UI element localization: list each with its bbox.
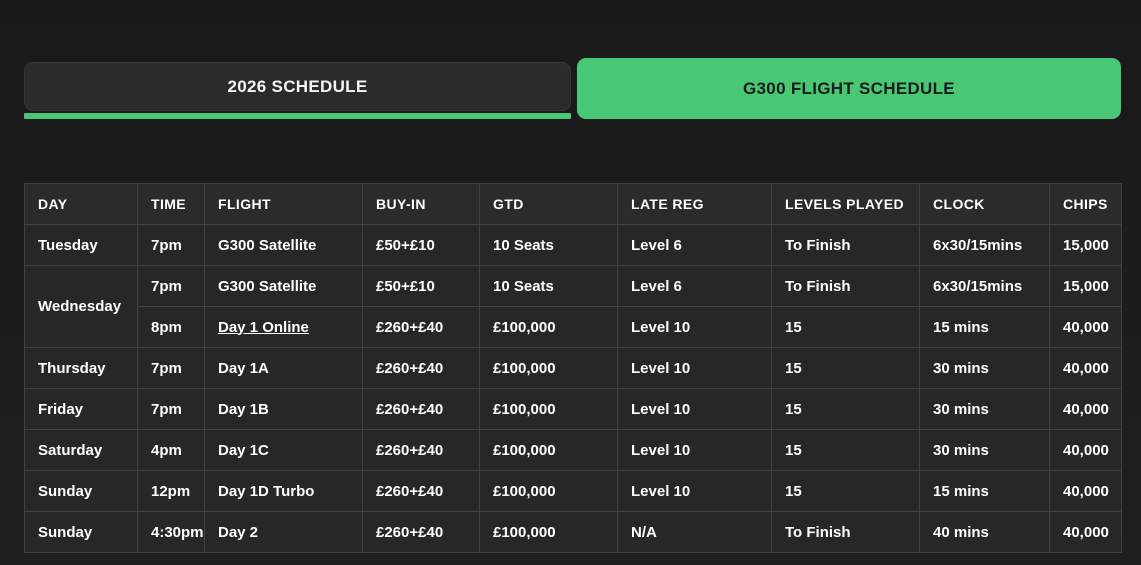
cell-time: 4pm (137, 429, 205, 471)
header-flight: FLIGHT (204, 183, 363, 225)
cell-levels-played: 15 (771, 347, 920, 389)
cell-time: 4:30pm (137, 511, 205, 553)
cell-time: 7pm (137, 224, 205, 266)
cell-levels-played: To Finish (771, 511, 920, 553)
cell-flight: Day 1A (204, 347, 363, 389)
cell-chips: 40,000 (1049, 306, 1122, 348)
cell-clock: 6x30/15mins (919, 265, 1050, 307)
cell-late-reg: Level 10 (617, 388, 772, 430)
cell-flight: Day 2 (204, 511, 363, 553)
cell-flight: Day 1B (204, 388, 363, 430)
cell-late-reg: Level 6 (617, 265, 772, 307)
cell-day: Saturday (24, 429, 138, 471)
cell-clock: 15 mins (919, 470, 1050, 512)
cell-buy-in: £260+£40 (362, 429, 480, 471)
day-1-online-link[interactable]: Day 1 Online (218, 318, 309, 336)
cell-time: 8pm (137, 306, 205, 348)
table-row: Wednesday 7pm G300 Satellite £50+£10 10 … (24, 265, 1122, 348)
cell-clock: 40 mins (919, 511, 1050, 553)
cell-gtd: £100,000 (479, 429, 618, 471)
cell-day: Sunday (24, 470, 138, 512)
cell-late-reg: Level 10 (617, 429, 772, 471)
table-header-row: DAY TIME FLIGHT BUY-IN GTD LATE REG LEVE… (24, 183, 1122, 225)
cell-late-reg: Level 10 (617, 347, 772, 389)
tab-2026-schedule[interactable]: 2026 SCHEDULE (24, 62, 571, 111)
active-tab-underline (24, 113, 571, 119)
cell-flight: G300 Satellite (204, 265, 363, 307)
cell-gtd: £100,000 (479, 388, 618, 430)
cell-day: Wednesday (24, 265, 138, 348)
cell-gtd: 10 Seats (479, 224, 618, 266)
cell-buy-in: £260+£40 (362, 347, 480, 389)
cell-clock: 15 mins (919, 306, 1050, 348)
header-day: DAY (24, 183, 138, 225)
cell-chips: 40,000 (1049, 388, 1122, 430)
cell-buy-in: £260+£40 (362, 470, 480, 512)
header-time: TIME (137, 183, 205, 225)
cell-chips: 15,000 (1049, 224, 1122, 266)
cell-clock: 30 mins (919, 388, 1050, 430)
cell-levels-played: 15 (771, 388, 920, 430)
header-levels-played: LEVELS PLAYED (771, 183, 920, 225)
cell-gtd: £100,000 (479, 306, 618, 348)
cell-chips: 40,000 (1049, 429, 1122, 471)
table-row: Thursday 7pm Day 1A £260+£40 £100,000 Le… (24, 347, 1122, 389)
cell-gtd: £100,000 (479, 470, 618, 512)
cell-levels-played: 15 (771, 429, 920, 471)
cell-chips: 15,000 (1049, 265, 1122, 307)
table-row: Tuesday 7pm G300 Satellite £50+£10 10 Se… (24, 224, 1122, 266)
cell-time: 7pm (137, 347, 205, 389)
header-buy-in: BUY-IN (362, 183, 480, 225)
cell-levels-played: To Finish (771, 265, 920, 307)
cell-gtd: £100,000 (479, 511, 618, 553)
cell-day: Thursday (24, 347, 138, 389)
cell-late-reg: N/A (617, 511, 772, 553)
cell-chips: 40,000 (1049, 470, 1122, 512)
cell-flight: Day 1 Online (204, 306, 363, 348)
table-row: Friday 7pm Day 1B £260+£40 £100,000 Leve… (24, 388, 1122, 430)
cell-levels-played: 15 (771, 306, 920, 348)
cell-flight: Day 1D Turbo (204, 470, 363, 512)
cell-time: 7pm (137, 265, 205, 307)
cell-clock: 30 mins (919, 429, 1050, 471)
cell-day: Sunday (24, 511, 138, 553)
cell-gtd: £100,000 (479, 347, 618, 389)
cell-clock: 6x30/15mins (919, 224, 1050, 266)
schedule-tabs: 2026 SCHEDULE G300 FLIGHT SCHEDULE (24, 58, 1121, 119)
cell-levels-played: 15 (771, 470, 920, 512)
cell-late-reg: Level 6 (617, 224, 772, 266)
cell-day: Friday (24, 388, 138, 430)
header-chips: CHIPS (1049, 183, 1122, 225)
flight-schedule-table: DAY TIME FLIGHT BUY-IN GTD LATE REG LEVE… (24, 183, 1122, 553)
table-row: Saturday 4pm Day 1C £260+£40 £100,000 Le… (24, 429, 1122, 471)
cell-buy-in: £50+£10 (362, 265, 480, 307)
cell-buy-in: £260+£40 (362, 306, 480, 348)
tab-g300-flight-schedule[interactable]: G300 FLIGHT SCHEDULE (577, 58, 1121, 119)
header-gtd: GTD (479, 183, 618, 225)
cell-flight: Day 1C (204, 429, 363, 471)
cell-time: 12pm (137, 470, 205, 512)
cell-flight: G300 Satellite (204, 224, 363, 266)
tab-2026-schedule-wrap: 2026 SCHEDULE (24, 58, 571, 119)
table-row: Sunday 12pm Day 1D Turbo £260+£40 £100,0… (24, 470, 1122, 512)
cell-chips: 40,000 (1049, 511, 1122, 553)
cell-buy-in: £260+£40 (362, 511, 480, 553)
cell-day: Tuesday (24, 224, 138, 266)
table-row: Sunday 4:30pm Day 2 £260+£40 £100,000 N/… (24, 511, 1122, 553)
cell-clock: 30 mins (919, 347, 1050, 389)
table-row: 8pm Day 1 Online £260+£40 £100,000 Level… (25, 306, 1122, 348)
cell-late-reg: Level 10 (617, 306, 772, 348)
cell-time: 7pm (137, 388, 205, 430)
cell-buy-in: £50+£10 (362, 224, 480, 266)
cell-buy-in: £260+£40 (362, 388, 480, 430)
header-late-reg: LATE REG (617, 183, 772, 225)
cell-late-reg: Level 10 (617, 470, 772, 512)
cell-gtd: 10 Seats (479, 265, 618, 307)
cell-levels-played: To Finish (771, 224, 920, 266)
cell-chips: 40,000 (1049, 347, 1122, 389)
header-clock: CLOCK (919, 183, 1050, 225)
